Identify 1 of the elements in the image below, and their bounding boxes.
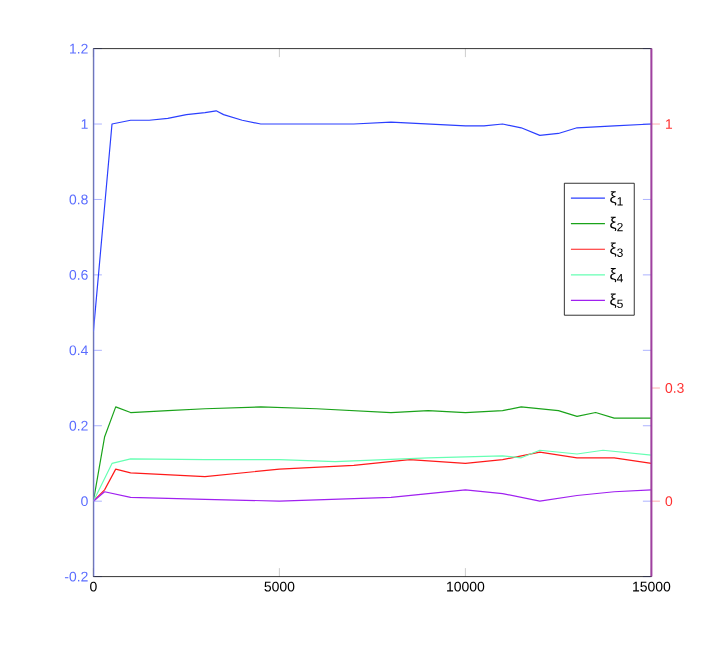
line-series [93, 406, 652, 502]
